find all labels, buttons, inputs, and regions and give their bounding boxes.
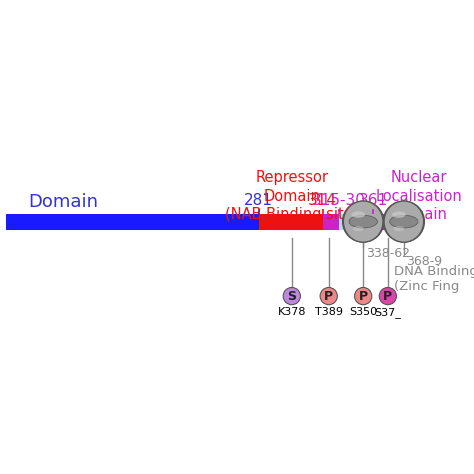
Ellipse shape (349, 215, 377, 228)
Ellipse shape (384, 201, 424, 242)
Bar (258, 214, 323, 229)
Bar (6, 214, 258, 229)
Ellipse shape (344, 201, 383, 242)
Ellipse shape (392, 211, 406, 218)
Text: S: S (287, 290, 296, 302)
Text: 338-62: 338-62 (365, 247, 410, 261)
Ellipse shape (351, 211, 365, 218)
Ellipse shape (393, 226, 404, 231)
Circle shape (379, 287, 396, 305)
Text: P: P (359, 290, 368, 302)
Bar (351, 214, 388, 229)
Ellipse shape (353, 226, 364, 231)
Text: DNA Binding
(Zinc Fing: DNA Binding (Zinc Fing (394, 264, 474, 293)
Bar (338, 214, 351, 229)
Circle shape (355, 287, 372, 305)
Circle shape (320, 287, 337, 305)
Text: Domain: Domain (28, 193, 98, 211)
Text: P: P (324, 290, 333, 302)
Text: 361: 361 (358, 193, 388, 209)
Text: P: P (383, 290, 392, 302)
Text: Repressor
Domain
(NAB Binding site): Repressor Domain (NAB Binding site) (225, 170, 358, 222)
Text: 314: 314 (308, 193, 337, 209)
Text: 315-30: 315-30 (311, 193, 365, 209)
Text: 281: 281 (244, 193, 273, 209)
Ellipse shape (342, 201, 384, 243)
Text: T389: T389 (315, 307, 343, 317)
Text: K378: K378 (278, 307, 306, 317)
Text: S37_: S37_ (374, 307, 401, 318)
Bar (323, 214, 338, 229)
Ellipse shape (390, 215, 418, 228)
Circle shape (283, 287, 301, 305)
Text: Nuclear
Localisation
Domain: Nuclear Localisation Domain (375, 170, 462, 222)
Text: S350: S350 (349, 307, 377, 317)
Ellipse shape (383, 201, 425, 243)
Text: 368-9: 368-9 (406, 255, 442, 268)
